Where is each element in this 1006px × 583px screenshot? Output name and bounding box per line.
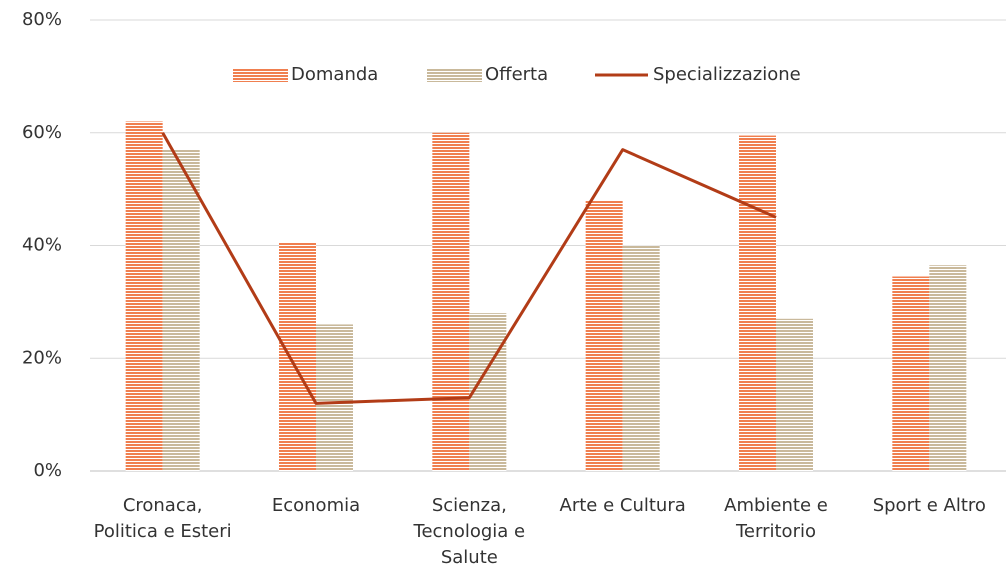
- x-tick-label: Ambiente e Territorio: [724, 495, 828, 542]
- bar: [585, 200, 623, 471]
- bar: [432, 132, 470, 471]
- x-tick-label: Scienza, Tecnologia e Salute: [413, 495, 526, 568]
- bar: [892, 276, 930, 471]
- legend-label: Domanda: [291, 64, 378, 85]
- y-tick-label: 40%: [22, 235, 62, 256]
- bar: [316, 324, 353, 471]
- y-tick-label: 80%: [22, 9, 62, 30]
- x-tick-label: Cronaca, Politica e Esteri: [93, 495, 232, 542]
- y-tick-label: 60%: [22, 122, 62, 143]
- bar: [739, 135, 776, 471]
- bar: [125, 121, 163, 471]
- bar: [469, 313, 507, 471]
- y-tick-label: 20%: [22, 347, 62, 368]
- bar: [162, 149, 200, 471]
- y-tick-label: 0%: [33, 460, 62, 481]
- line: [161, 132, 777, 405]
- bar: [776, 318, 813, 471]
- legend-label: Specializzazione: [653, 64, 801, 85]
- x-tick-label: Sport e Altro: [872, 495, 986, 516]
- x-tick-label: Arte e Cultura: [559, 495, 686, 516]
- x-tick-label: Economia: [271, 495, 361, 516]
- legend-label: Offerta: [485, 64, 548, 85]
- bar: [929, 265, 967, 471]
- bar: [622, 245, 660, 471]
- bar: [279, 242, 316, 471]
- legend-swatch: [427, 68, 482, 82]
- legend-swatch: [233, 68, 288, 82]
